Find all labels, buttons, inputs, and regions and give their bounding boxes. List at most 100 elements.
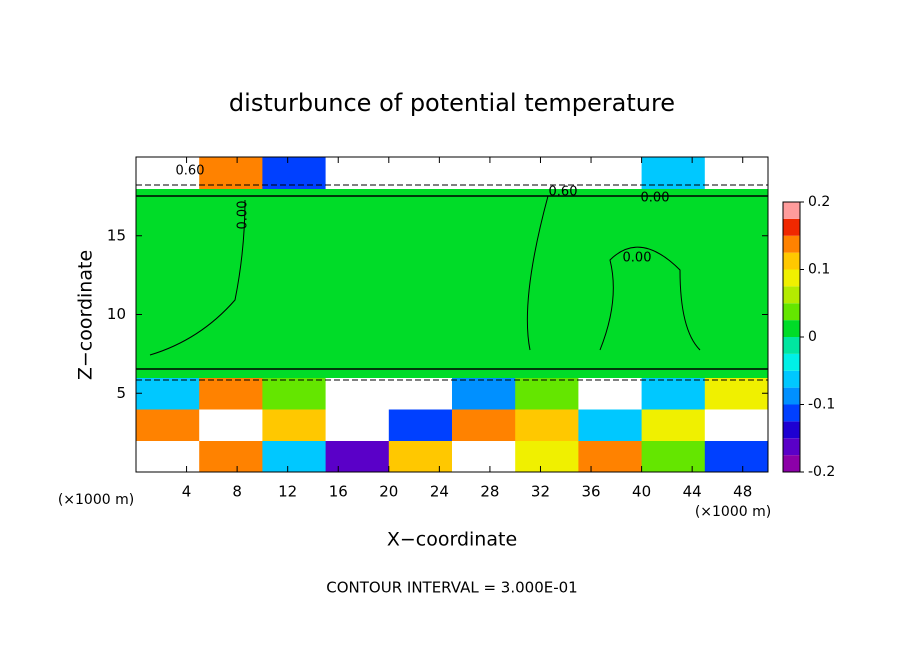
field-cell xyxy=(388,314,453,347)
colorbar-tick-label: -0.1 xyxy=(808,397,835,413)
field-cell xyxy=(388,283,453,315)
colorbar-swatch xyxy=(783,337,800,354)
field-cell xyxy=(388,220,453,252)
field-cell xyxy=(641,377,706,410)
x-tick-label: 48 xyxy=(733,483,752,501)
contour-line xyxy=(526,195,549,351)
field-cell xyxy=(641,283,706,315)
field-cell xyxy=(641,440,706,473)
field-cell xyxy=(641,346,706,378)
colorbar-tick-label: 0 xyxy=(808,329,817,345)
field-cell xyxy=(388,346,453,378)
field-cell xyxy=(578,251,643,284)
field-cell xyxy=(704,377,769,410)
field-cell xyxy=(515,188,579,221)
field-cell xyxy=(262,409,327,441)
field-cell xyxy=(515,346,579,378)
field-cell xyxy=(515,440,579,473)
x-tick-label: 36 xyxy=(581,483,600,501)
contour-label: 0.00 xyxy=(641,191,670,206)
contour-line xyxy=(599,246,701,351)
field-cell xyxy=(262,346,327,378)
field-cell xyxy=(325,346,390,378)
field-cell xyxy=(704,220,769,252)
field-cell xyxy=(136,346,200,378)
field-cell xyxy=(262,283,327,315)
field-cell xyxy=(262,251,327,284)
field-cell xyxy=(515,220,579,252)
field-cell xyxy=(136,409,200,441)
field-cell xyxy=(515,409,579,441)
colorbar-swatch xyxy=(783,303,800,321)
field-cell xyxy=(325,409,390,441)
field-cell xyxy=(704,157,769,189)
field-cell xyxy=(199,440,263,473)
field-cell xyxy=(262,188,327,221)
field-cell xyxy=(136,283,200,315)
field-cell xyxy=(199,188,263,221)
contour-label: 0.00 xyxy=(623,251,652,266)
y-tick-label: 15 xyxy=(107,226,126,244)
field-cell xyxy=(325,251,390,284)
field-cell xyxy=(388,188,453,221)
colorbar-tick-label: 0.1 xyxy=(808,262,830,278)
x-tick-label: 20 xyxy=(379,483,398,501)
field-cell xyxy=(325,157,390,189)
footer-note: CONTOUR INTERVAL = 3.000E-01 xyxy=(326,579,577,597)
field-cell xyxy=(452,251,516,284)
field-cell xyxy=(452,283,516,315)
field-cell xyxy=(325,188,390,221)
contour-label: 0.60 xyxy=(176,164,205,179)
contour-label: 0.00 xyxy=(236,201,251,230)
contour-line xyxy=(149,199,246,356)
field-cell xyxy=(452,346,516,378)
field-cell xyxy=(641,157,706,189)
field-cell xyxy=(136,251,200,284)
field-cell xyxy=(136,377,200,410)
field-cell xyxy=(578,314,643,347)
contours xyxy=(136,184,768,381)
field-cell xyxy=(704,188,769,221)
y-unit: (×1000 m) xyxy=(58,492,134,508)
field-cell xyxy=(136,314,200,347)
field-cell xyxy=(325,283,390,315)
x-tick-label: 40 xyxy=(632,483,651,501)
field-cell xyxy=(515,251,579,284)
field-cell xyxy=(641,188,706,221)
contour-label: 0.60 xyxy=(549,185,578,200)
field-cell xyxy=(262,157,327,189)
field-cell xyxy=(641,220,706,252)
field-cell xyxy=(388,377,453,410)
x-tick-label: 32 xyxy=(531,483,550,501)
field-cell xyxy=(199,409,263,441)
field-cell xyxy=(704,314,769,347)
colorbar-swatch xyxy=(783,353,800,371)
colorbar-swatch xyxy=(783,421,800,439)
y-tick-label: 5 xyxy=(116,384,126,402)
colorbar-swatch xyxy=(783,438,800,456)
field-cell xyxy=(452,188,516,221)
field-cell xyxy=(262,314,327,347)
field-cell xyxy=(199,346,263,378)
field-cell xyxy=(578,377,643,410)
y-axis-label: Z−coordinate xyxy=(75,250,97,380)
field-cell xyxy=(388,251,453,284)
field-cell xyxy=(641,251,706,284)
field-cell xyxy=(452,409,516,441)
field-cell xyxy=(641,314,706,347)
colorbar-tick-label: -0.2 xyxy=(808,464,835,480)
field-cell xyxy=(578,409,643,441)
field xyxy=(136,157,769,473)
field-cell xyxy=(704,346,769,378)
colorbar-swatch xyxy=(783,286,800,304)
field-cell xyxy=(578,346,643,378)
field-cell xyxy=(704,409,769,441)
x-tick-label: 44 xyxy=(683,483,702,501)
field-cell xyxy=(199,377,263,410)
field-cell xyxy=(515,377,579,410)
colorbar-swatch xyxy=(783,404,800,422)
x-tick-label: 4 xyxy=(182,483,192,501)
colorbar-swatch xyxy=(783,269,800,287)
field-cell xyxy=(704,283,769,315)
